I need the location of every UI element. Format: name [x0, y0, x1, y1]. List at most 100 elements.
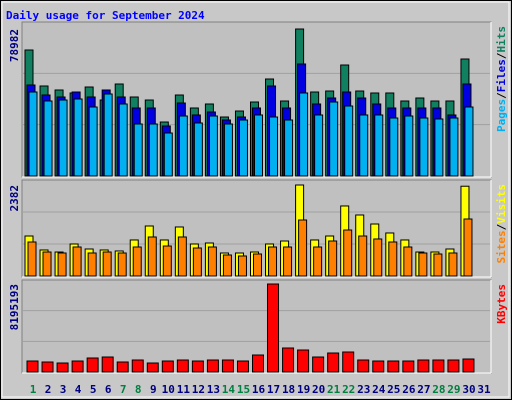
bar: [433, 253, 443, 277]
bar: [206, 359, 219, 373]
bar: [464, 106, 474, 177]
bar: [284, 119, 294, 177]
bar: [208, 115, 218, 177]
x-tick-label: 16: [252, 383, 266, 396]
bar: [313, 246, 323, 277]
bar: [133, 123, 143, 177]
bar: [372, 360, 385, 373]
x-tick-label: 2: [45, 383, 52, 396]
bar: [344, 105, 354, 177]
bar: [117, 252, 127, 277]
bar: [297, 349, 310, 373]
bar: [86, 357, 99, 373]
x-tick-label: 7: [120, 383, 127, 396]
bar: [357, 359, 370, 373]
bar: [447, 359, 460, 373]
bar: [146, 362, 159, 373]
bar: [402, 360, 415, 373]
bar: [71, 360, 84, 373]
x-tick-label: 4: [75, 383, 82, 396]
bar: [358, 235, 368, 277]
x-tick-label: 21: [327, 383, 341, 396]
bar: [343, 229, 353, 277]
x-tick-label: 19: [297, 383, 310, 396]
legend: KBytes: [495, 284, 508, 324]
bar: [432, 359, 445, 373]
bar: [236, 360, 249, 373]
x-tick-label: 8: [135, 383, 142, 396]
bar: [448, 252, 458, 277]
bar: [193, 122, 203, 177]
bar: [177, 236, 187, 277]
bar: [101, 356, 114, 373]
x-tick-label: 30: [462, 383, 475, 396]
bar: [26, 360, 39, 373]
bar: [403, 246, 413, 277]
bar: [434, 118, 444, 177]
bar: [72, 246, 82, 277]
x-tick-label: 6: [105, 383, 112, 396]
chart-title: Daily usage for September 2024: [6, 9, 205, 22]
bar: [102, 251, 112, 277]
bar: [163, 132, 173, 177]
x-tick-label: 10: [162, 383, 175, 396]
bar: [103, 93, 113, 177]
bar: [342, 351, 355, 373]
bar: [312, 356, 325, 373]
bar: [28, 91, 38, 177]
legend-entry: Files: [495, 59, 508, 92]
bar: [268, 246, 278, 277]
x-tick-label: 20: [312, 383, 325, 396]
x-tick-label: 11: [177, 383, 191, 396]
x-tick-label: 12: [192, 383, 205, 396]
x-tick-label: 18: [282, 383, 295, 396]
bar: [191, 360, 204, 373]
bar: [41, 361, 54, 373]
bar: [88, 106, 98, 177]
legend-entry: Hits: [495, 26, 508, 53]
bar: [419, 117, 429, 177]
x-tick-label: 22: [342, 383, 355, 396]
y-tick-label: 78982: [8, 29, 21, 62]
legend-entry: Sites: [495, 230, 508, 263]
bar: [132, 246, 142, 277]
legend-entry: KBytes: [495, 284, 508, 324]
x-tick-label: 13: [207, 383, 220, 396]
legend: Sites/Visits: [495, 184, 508, 264]
bar: [463, 218, 473, 277]
bar: [56, 362, 69, 373]
legend-separator: /: [495, 92, 508, 99]
bar: [221, 359, 234, 373]
bar: [192, 247, 202, 277]
bar: [148, 123, 158, 177]
x-tick-label: 14: [222, 383, 236, 396]
bar: [328, 240, 338, 277]
bar: [267, 283, 280, 373]
bar: [252, 354, 264, 373]
bar: [254, 114, 263, 177]
bar: [373, 238, 383, 277]
bar: [207, 246, 217, 277]
bar: [58, 99, 68, 177]
bar: [161, 360, 174, 373]
x-tick-label: 23: [357, 383, 370, 396]
y-tick-label: 8195193: [8, 284, 21, 330]
x-tick-label: 15: [237, 383, 250, 396]
y-tick-label: 2382: [8, 185, 21, 212]
bar: [178, 115, 188, 177]
bar: [449, 117, 459, 177]
bar: [299, 92, 309, 177]
bar: [387, 360, 400, 373]
bar: [42, 251, 52, 277]
bar: [327, 352, 340, 373]
x-tick-label: 31: [477, 383, 491, 396]
bar: [283, 246, 293, 277]
bar: [118, 103, 128, 177]
bar: [404, 115, 414, 177]
x-tick-label: 3: [60, 383, 67, 396]
bar: [269, 116, 279, 177]
bar: [282, 347, 295, 373]
x-tick-label: 5: [90, 383, 97, 396]
